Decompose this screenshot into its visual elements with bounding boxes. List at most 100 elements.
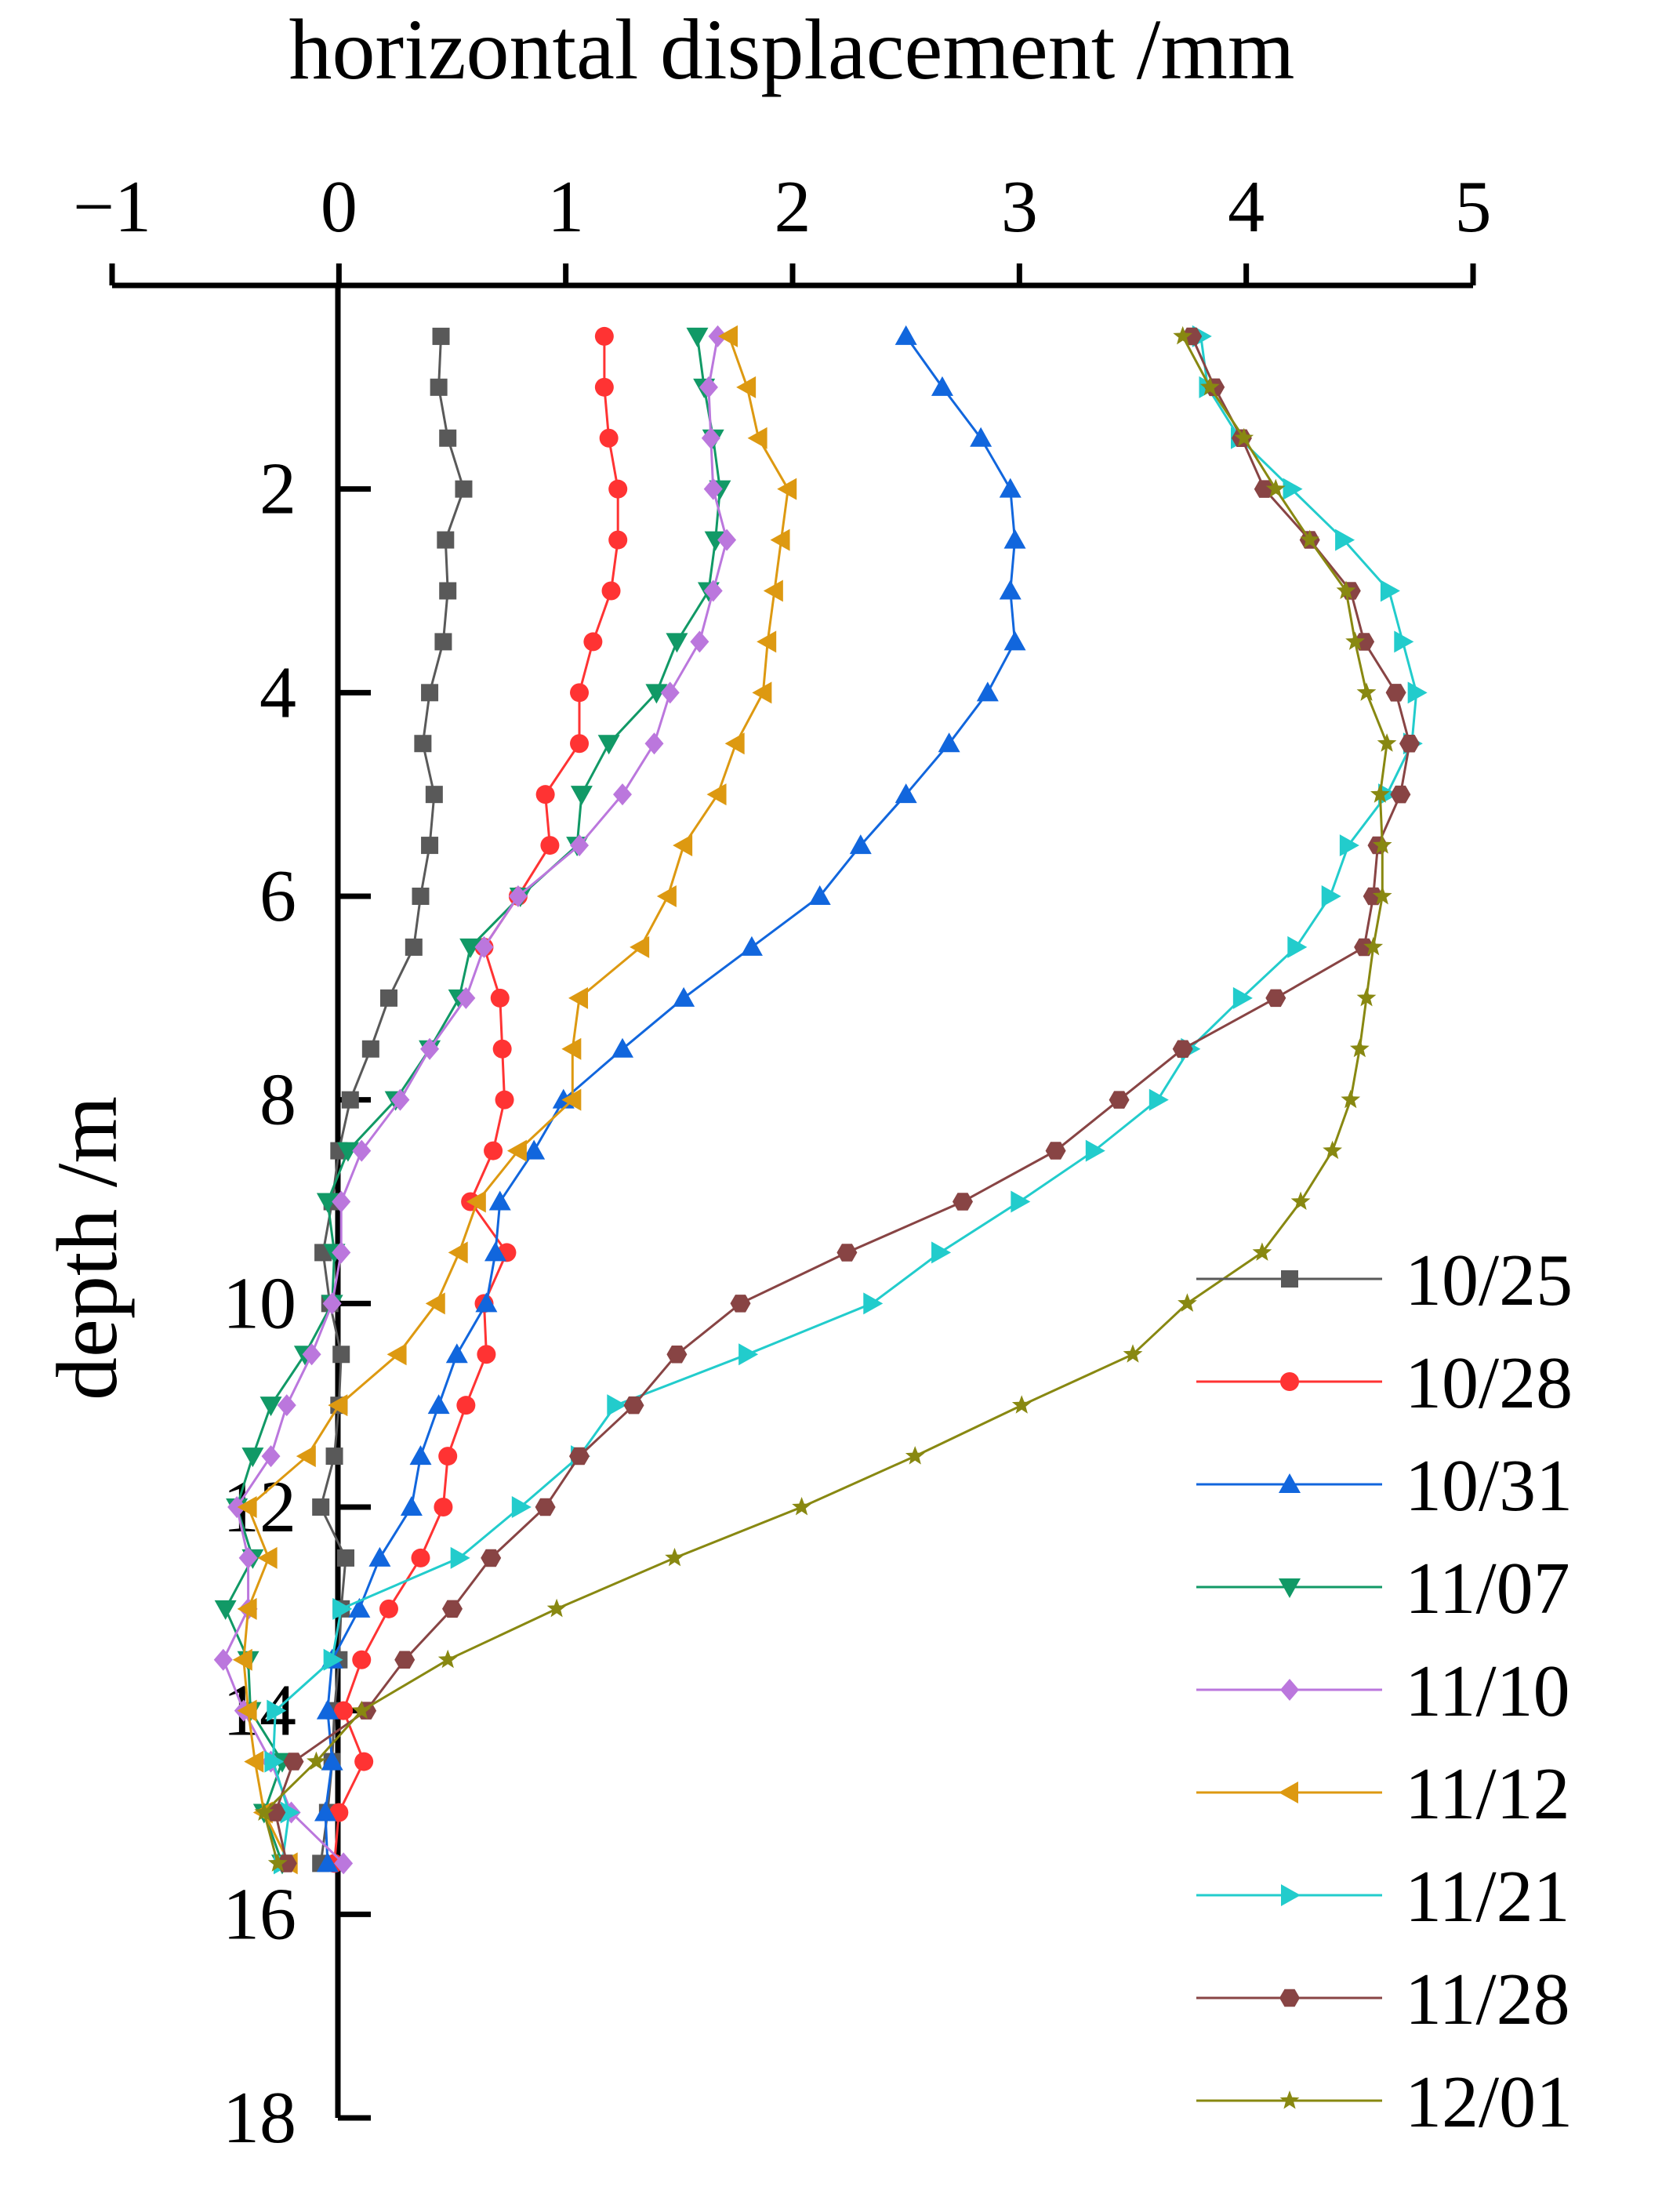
legend-item: 11/28 <box>1196 1959 1570 2040</box>
y-tick-label: 6 <box>259 855 296 937</box>
data-point <box>1232 986 1253 1009</box>
data-point <box>316 1193 339 1213</box>
data-point <box>316 1699 339 1720</box>
legend: 10/25 10/28 10/31 11/07 11/10 11/12 11/21 11/28… <box>1196 1240 1573 2143</box>
legend-marker <box>1279 1782 1298 1803</box>
data-point <box>411 1548 430 1567</box>
data-point <box>459 938 482 958</box>
data-point <box>999 579 1022 600</box>
data-point <box>264 1750 285 1773</box>
data-point <box>630 935 650 958</box>
data-point <box>237 1699 257 1722</box>
data-point <box>1045 1142 1066 1160</box>
data-point <box>321 1750 343 1771</box>
legend-label: 10/31 <box>1405 1445 1573 1527</box>
data-point <box>747 427 767 449</box>
data-point <box>232 1648 252 1671</box>
data-point <box>1372 835 1392 854</box>
data-point <box>267 1853 288 1872</box>
data-point <box>1394 630 1414 653</box>
x-axis-title: horizontal displacement /mm <box>289 2 1295 97</box>
x-tick-label: 3 <box>1001 166 1038 248</box>
data-point <box>763 579 783 602</box>
data-point <box>409 1445 432 1466</box>
data-point <box>267 1699 287 1722</box>
data-point <box>570 834 590 857</box>
data-point <box>1356 987 1377 1007</box>
data-point <box>332 1241 351 1264</box>
data-point <box>1254 480 1275 498</box>
data-point <box>450 1546 470 1569</box>
data-point <box>1085 1139 1105 1162</box>
data-point <box>445 1343 468 1364</box>
legend-label: 11/10 <box>1405 1651 1570 1732</box>
legend-item: 11/12 <box>1196 1753 1570 1835</box>
legend-item: 12/01 <box>1196 2061 1573 2143</box>
data-point <box>329 1803 349 1822</box>
data-point <box>905 1446 925 1465</box>
data-point <box>938 732 960 753</box>
data-point <box>312 1498 330 1516</box>
series-11-12 <box>232 325 797 1875</box>
data-point <box>583 632 603 652</box>
data-point <box>706 783 727 806</box>
data-point <box>1234 427 1254 447</box>
legend-label: 12/01 <box>1405 2061 1573 2143</box>
data-point <box>740 935 763 956</box>
data-point <box>1363 936 1384 956</box>
legend-label: 10/25 <box>1405 1240 1573 1321</box>
data-point <box>332 1190 351 1213</box>
data-point <box>1003 630 1026 651</box>
data-point <box>561 1088 582 1111</box>
data-point <box>1011 1395 1032 1414</box>
legend-marker <box>1279 2090 1300 2109</box>
data-point <box>316 1852 339 1872</box>
data-point <box>1380 579 1400 602</box>
data-point <box>314 1801 336 1822</box>
data-point <box>970 427 992 447</box>
data-point <box>608 479 628 499</box>
legend-label: 11/07 <box>1405 1548 1570 1629</box>
data-point <box>895 783 917 804</box>
data-point <box>1173 325 1192 345</box>
x-tick-label: 0 <box>321 166 357 248</box>
data-point <box>1178 1293 1197 1312</box>
data-point <box>332 1597 353 1620</box>
legend-item: 10/25 <box>1196 1240 1573 1321</box>
data-point <box>323 1648 343 1671</box>
data-point <box>656 885 677 907</box>
data-point <box>607 1394 627 1417</box>
data-point <box>1123 1344 1143 1363</box>
y-axis-title: depth /m <box>39 1096 135 1400</box>
data-point <box>1345 631 1365 650</box>
y-tick-label: 4 <box>259 652 296 733</box>
data-point <box>354 1752 374 1771</box>
data-point <box>261 1445 281 1468</box>
data-point <box>492 1039 512 1059</box>
data-point <box>325 1447 343 1466</box>
data-point <box>666 1346 688 1364</box>
data-point <box>296 1445 316 1468</box>
legend-marker <box>1279 1578 1301 1598</box>
data-point <box>1323 1140 1342 1160</box>
data-point <box>337 1549 355 1567</box>
data-point <box>439 429 457 447</box>
data-point <box>379 1599 398 1618</box>
y-tick-label: 2 <box>259 449 296 530</box>
data-point <box>736 376 757 398</box>
legend-marker <box>1281 1884 1301 1906</box>
legend-item: 11/07 <box>1196 1548 1570 1629</box>
data-point <box>437 1649 458 1669</box>
data-point <box>456 1396 476 1415</box>
data-point <box>336 1142 359 1162</box>
data-point <box>1335 528 1355 551</box>
data-point <box>412 888 430 905</box>
legend-marker <box>1280 1679 1299 1701</box>
data-point <box>257 1546 278 1569</box>
data-point <box>608 530 628 550</box>
series-layer <box>213 325 1428 1875</box>
data-point <box>703 579 723 602</box>
data-point <box>717 528 737 551</box>
y-tick-label: 10 <box>223 1262 296 1344</box>
data-point <box>1377 733 1397 752</box>
